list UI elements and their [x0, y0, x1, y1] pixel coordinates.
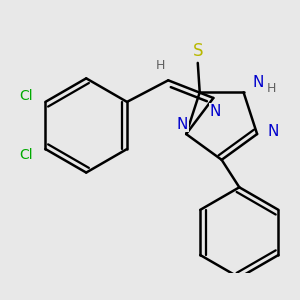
Text: N: N — [210, 104, 221, 119]
Text: N: N — [253, 75, 264, 90]
Text: N: N — [177, 117, 188, 132]
Text: S: S — [193, 42, 203, 60]
Text: Cl: Cl — [19, 148, 33, 162]
Text: H: H — [266, 82, 276, 95]
Text: Cl: Cl — [19, 89, 33, 103]
Text: H: H — [156, 59, 165, 72]
Text: N: N — [267, 124, 278, 139]
